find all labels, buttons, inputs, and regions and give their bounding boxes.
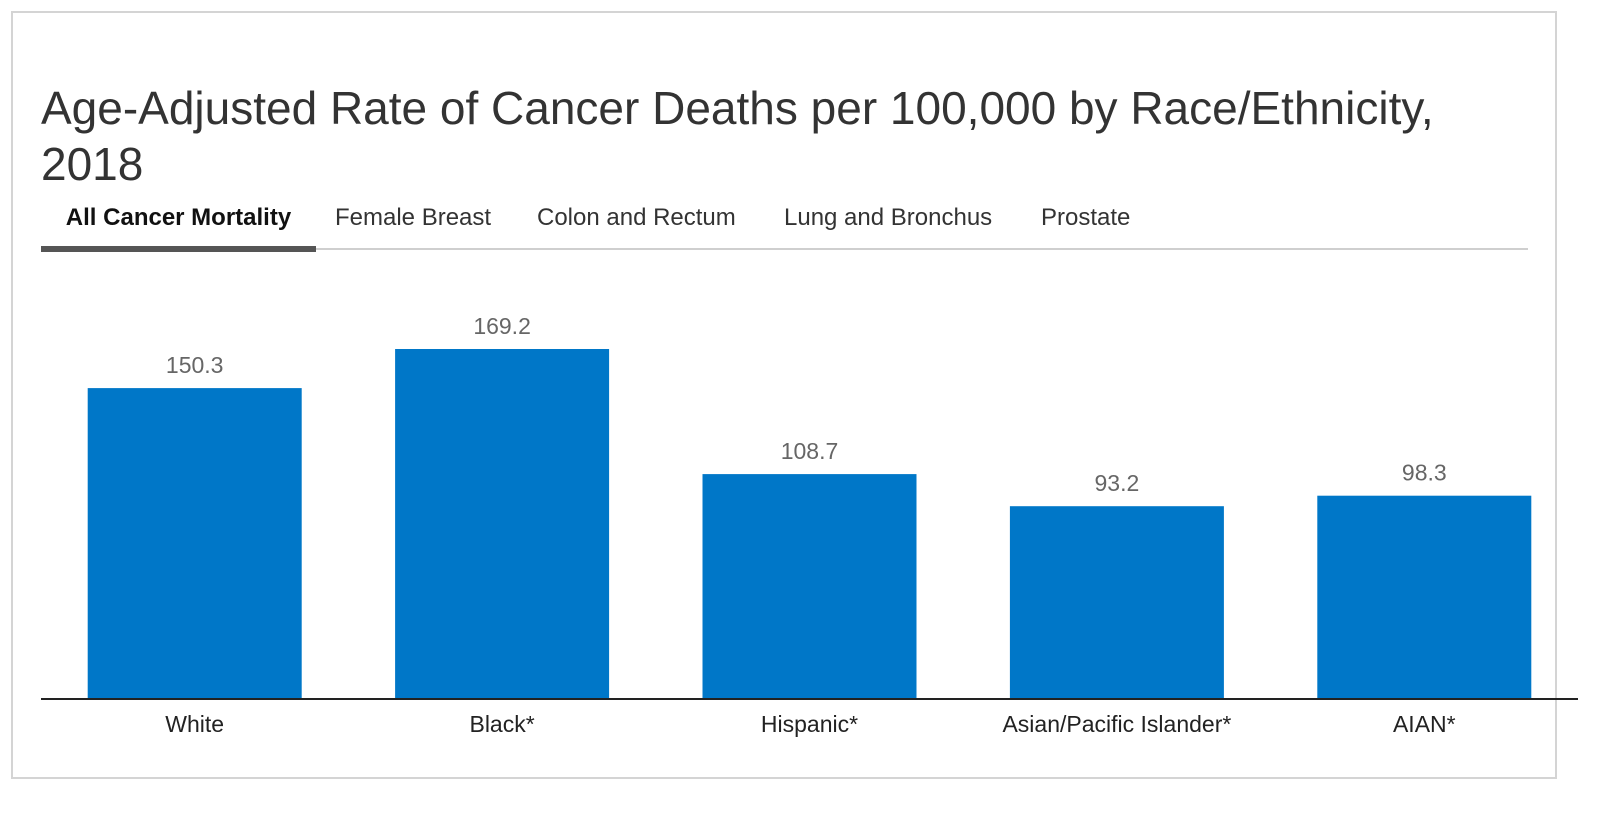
tab-female-breast[interactable]: Female Breast: [335, 204, 492, 231]
chart-title: Age-Adjusted Rate of Cancer Deaths per 1…: [41, 82, 1434, 190]
tab-prostate[interactable]: Prostate: [1041, 204, 1131, 231]
tab-colon-and-rectum[interactable]: Colon and Rectum: [537, 204, 736, 231]
tab-all-cancer-mortality[interactable]: All Cancer Mortality: [41, 192, 316, 252]
tab-lung-and-bronchus[interactable]: Lung and Bronchus: [784, 204, 993, 231]
tab-bar: All Cancer Mortality Female Breast Colon…: [41, 192, 1528, 252]
